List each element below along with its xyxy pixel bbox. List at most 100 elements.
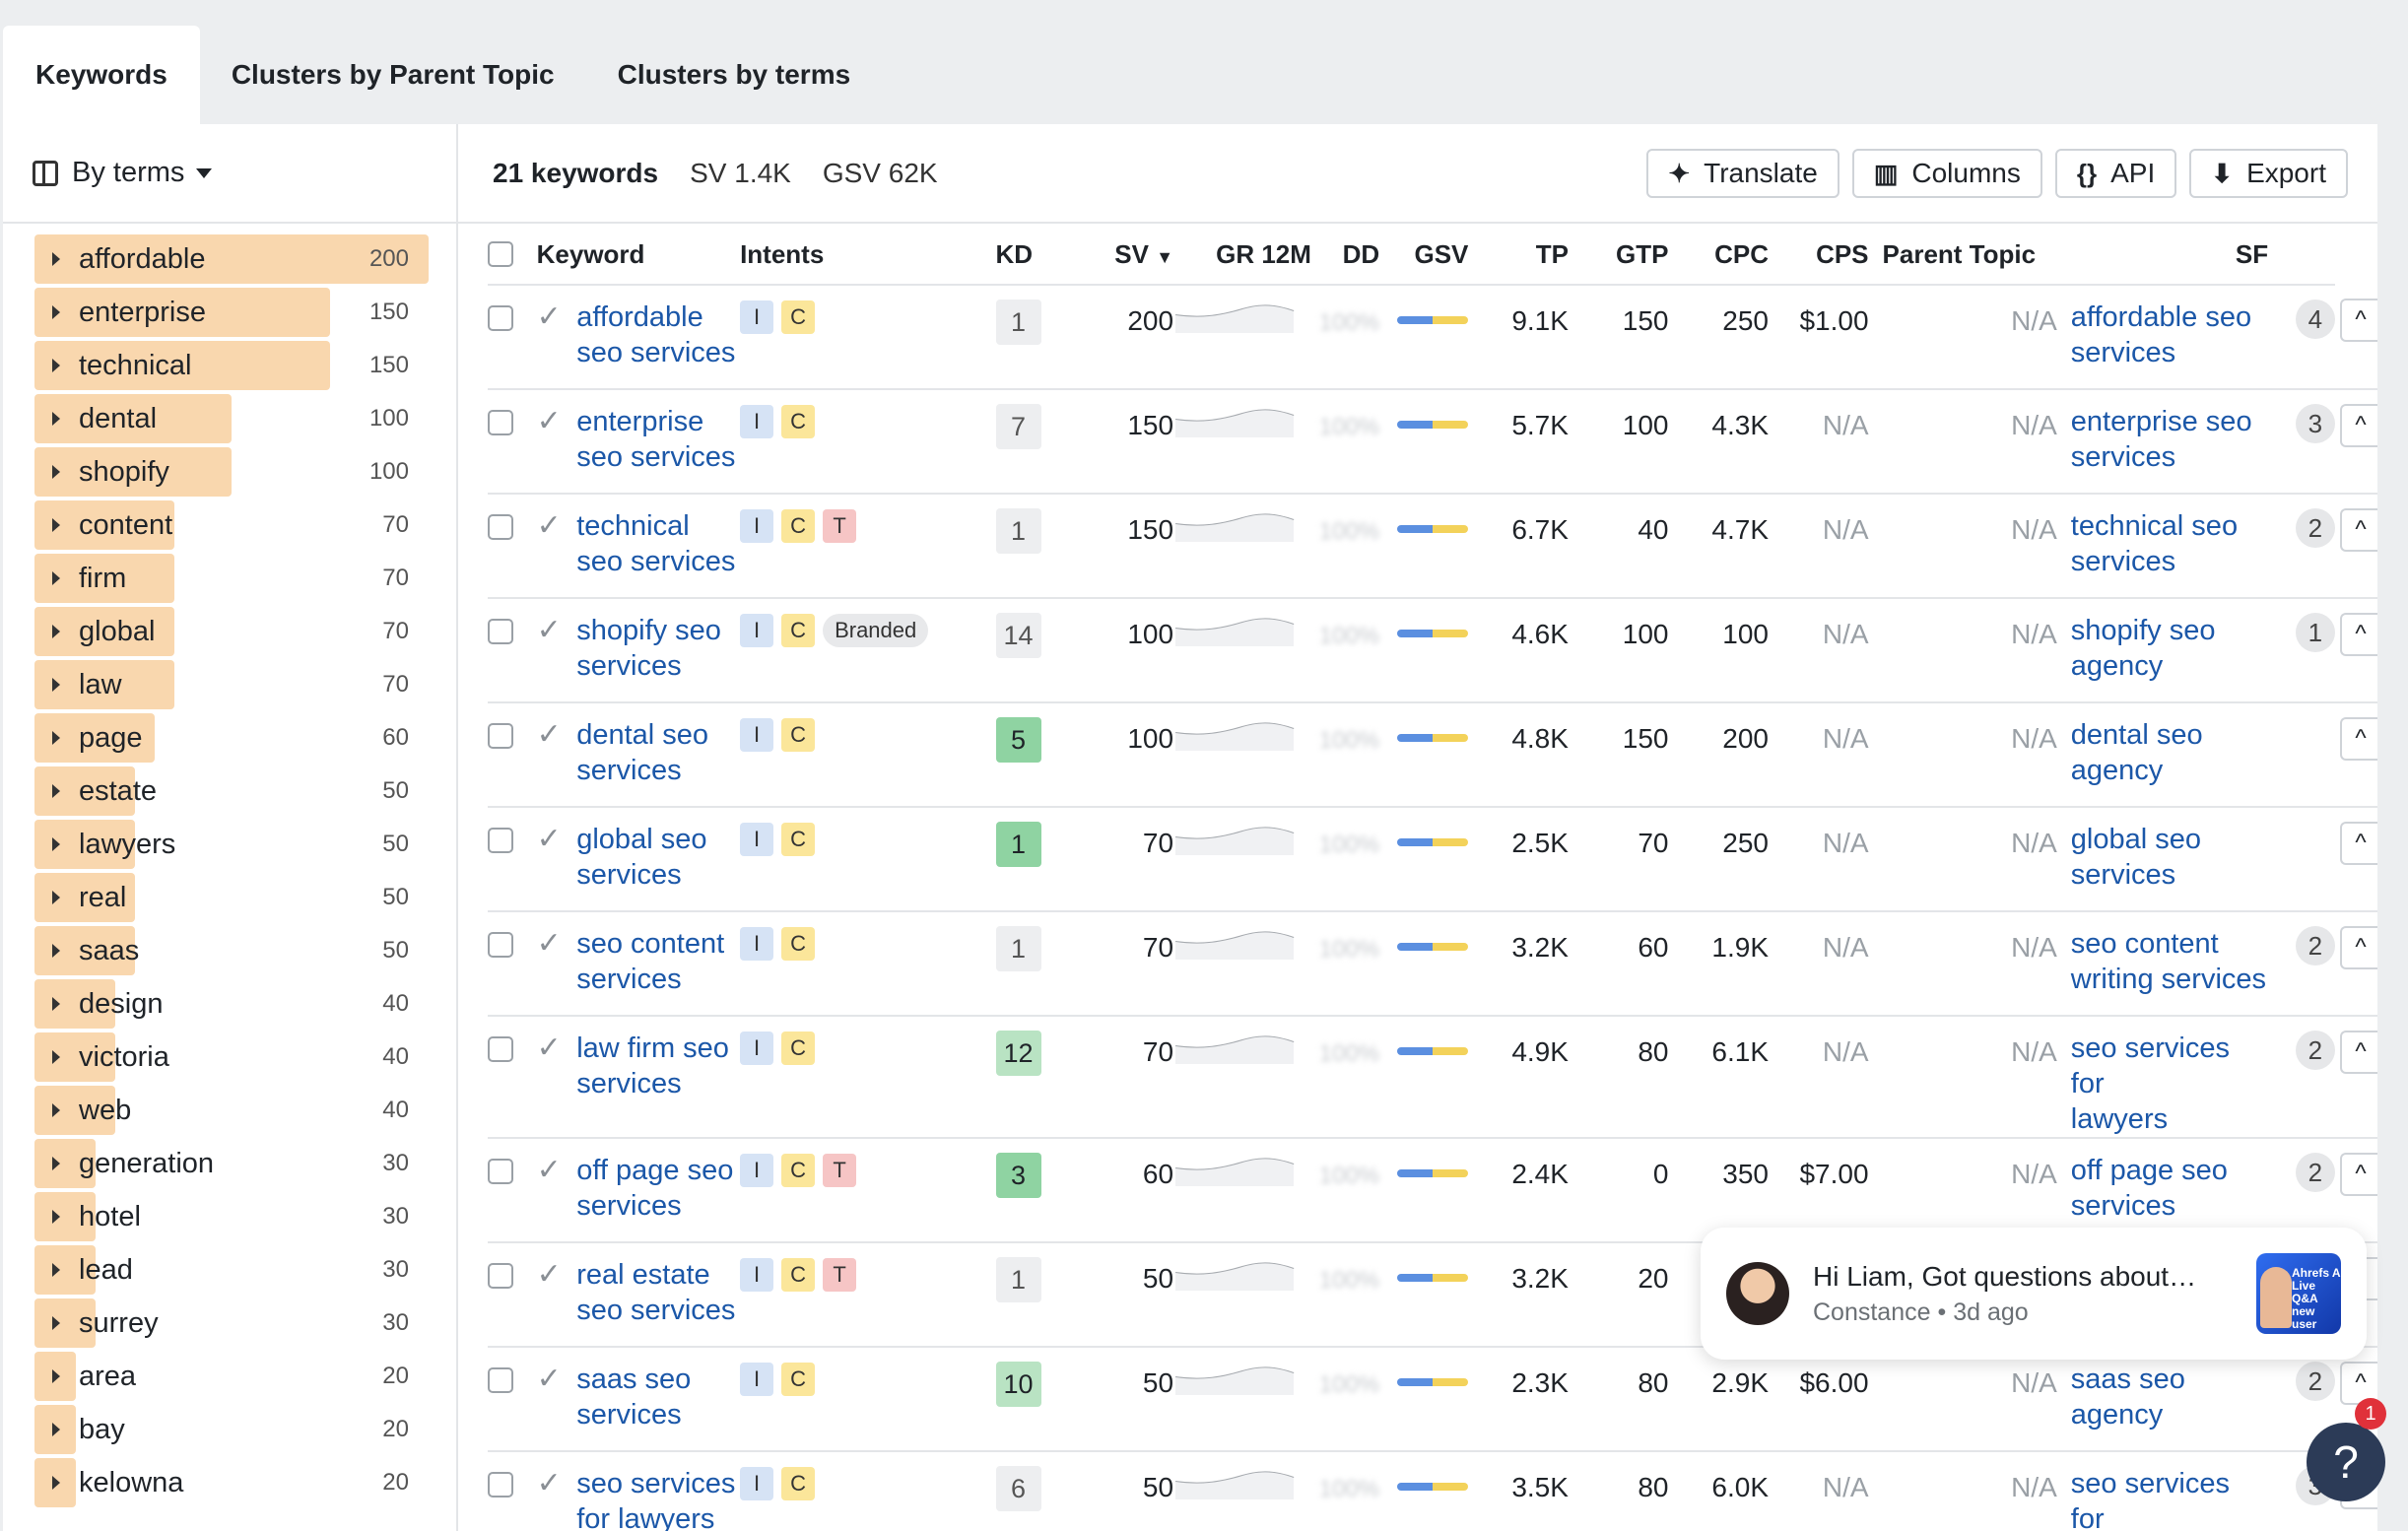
serp-features-badge[interactable]: 2 — [2295, 926, 2335, 965]
keyword-link-line2[interactable]: seo services — [576, 337, 736, 368]
expand-triangle-icon[interactable] — [52, 252, 60, 266]
expand-triangle-icon[interactable] — [52, 1316, 60, 1330]
parent-topic-link[interactable]: global seo — [2070, 824, 2202, 855]
row-checkbox[interactable] — [488, 1263, 513, 1289]
term-item-page[interactable]: page 60 — [3, 711, 456, 765]
parent-topic-link-line2[interactable]: services — [2070, 337, 2176, 368]
parent-topic-link[interactable]: enterprise seo — [2070, 406, 2252, 437]
parent-topic-link-line2[interactable]: lawyers — [2070, 1103, 2169, 1135]
term-item-enterprise[interactable]: enterprise 150 — [3, 286, 456, 339]
serp-features-badge[interactable]: 2 — [2295, 1362, 2335, 1401]
term-item-lead[interactable]: lead 30 — [3, 1243, 456, 1297]
term-item-victoria[interactable]: victoria 40 — [3, 1031, 456, 1084]
parent-topic-link-line2[interactable]: services — [2070, 1190, 2176, 1222]
chevron-up-icon[interactable]: ^ — [2340, 508, 2379, 552]
row-checkbox[interactable] — [488, 1472, 513, 1498]
keyword-link[interactable]: affordable — [576, 301, 703, 333]
term-item-area[interactable]: area 20 — [3, 1350, 456, 1403]
expand-triangle-icon[interactable] — [52, 997, 60, 1011]
chevron-up-icon[interactable]: ^ — [2340, 404, 2379, 447]
row-checkbox[interactable] — [488, 1159, 513, 1184]
expand-triangle-icon[interactable] — [52, 837, 60, 851]
term-item-design[interactable]: design 40 — [3, 977, 456, 1031]
term-item-web[interactable]: web 40 — [3, 1084, 456, 1137]
col-gtp[interactable]: GTP — [1568, 226, 1669, 286]
col-gr12m[interactable]: GR 12M — [1173, 226, 1311, 286]
keyword-link[interactable]: global seo — [576, 824, 707, 855]
keyword-link-line2[interactable]: seo services — [576, 546, 736, 577]
keyword-link-line2[interactable]: services — [576, 964, 682, 995]
expand-triangle-icon[interactable] — [52, 1157, 60, 1170]
col-cps[interactable]: CPS — [1769, 226, 1869, 286]
row-checkbox[interactable] — [488, 723, 513, 749]
chevron-up-icon[interactable]: ^ — [2340, 613, 2379, 656]
term-item-saas[interactable]: saas 50 — [3, 924, 456, 977]
term-item-surrey[interactable]: surrey 30 — [3, 1297, 456, 1350]
term-item-bay[interactable]: bay 20 — [3, 1403, 456, 1456]
expand-triangle-icon[interactable] — [52, 1423, 60, 1436]
keyword-link[interactable]: technical — [576, 510, 690, 542]
sidebar-toggle-icon[interactable] — [33, 160, 58, 186]
keyword-link[interactable]: shopify seo — [576, 615, 721, 646]
chevron-up-icon[interactable]: ^ — [2340, 1153, 2379, 1196]
col-keyword[interactable]: Keyword — [536, 226, 741, 286]
tab-keywords[interactable]: Keywords — [3, 26, 200, 124]
expand-triangle-icon[interactable] — [52, 731, 60, 745]
parent-topic-link-line2[interactable]: writing services — [2070, 964, 2267, 995]
chevron-up-icon[interactable]: ^ — [2340, 1031, 2379, 1074]
serp-features-badge[interactable]: 3 — [2295, 404, 2335, 443]
parent-topic-link[interactable]: seo content — [2070, 928, 2219, 960]
columns-button[interactable]: ▥ Columns — [1851, 149, 2042, 198]
serp-features-badge[interactable]: 4 — [2295, 300, 2335, 339]
row-checkbox[interactable] — [488, 1036, 513, 1062]
keyword-link[interactable]: seo services — [576, 1468, 736, 1499]
term-item-dental[interactable]: dental 100 — [3, 392, 456, 445]
expand-triangle-icon[interactable] — [52, 1369, 60, 1383]
api-button[interactable]: {} API — [2054, 149, 2177, 198]
parent-topic-link-line2[interactable]: services — [2070, 441, 2176, 473]
parent-topic-link[interactable]: seo services for — [2070, 1032, 2230, 1099]
expand-triangle-icon[interactable] — [52, 412, 60, 426]
keyword-link[interactable]: saas seo — [576, 1364, 692, 1395]
col-intents[interactable]: Intents — [740, 226, 996, 286]
keyword-link-line2[interactable]: seo services — [576, 441, 736, 473]
tab-clusters-parent-topic[interactable]: Clusters by Parent Topic — [231, 59, 555, 90]
expand-triangle-icon[interactable] — [52, 1050, 60, 1064]
chevron-up-icon[interactable]: ^ — [2340, 926, 2379, 969]
term-item-technical[interactable]: technical 150 — [3, 339, 456, 392]
col-sf[interactable]: SF — [2056, 226, 2269, 286]
row-checkbox[interactable] — [488, 932, 513, 958]
term-item-global[interactable]: global 70 — [3, 605, 456, 658]
expand-triangle-icon[interactable] — [52, 1103, 60, 1117]
parent-topic-link[interactable]: seo services for — [2070, 1468, 2230, 1531]
expand-triangle-icon[interactable] — [52, 359, 60, 372]
col-dd[interactable]: DD — [1310, 226, 1380, 286]
col-cpc[interactable]: CPC — [1668, 226, 1769, 286]
keyword-link-line2[interactable]: seo services — [576, 1295, 736, 1326]
expand-triangle-icon[interactable] — [52, 944, 60, 958]
serp-features-badge[interactable]: 2 — [2295, 1031, 2335, 1070]
chevron-up-icon[interactable]: ^ — [2340, 717, 2379, 761]
parent-topic-link[interactable]: saas seo agency — [2070, 1364, 2185, 1431]
keyword-link[interactable]: off page seo — [576, 1155, 734, 1186]
row-checkbox[interactable] — [488, 828, 513, 853]
parent-topic-link[interactable]: dental seo — [2070, 719, 2203, 751]
expand-triangle-icon[interactable] — [52, 305, 60, 319]
expand-triangle-icon[interactable] — [52, 784, 60, 798]
expand-triangle-icon[interactable] — [52, 1210, 60, 1224]
expand-triangle-icon[interactable] — [52, 891, 60, 904]
keyword-link-line2[interactable]: services — [576, 859, 682, 891]
keyword-link-line2[interactable]: services — [576, 650, 682, 682]
term-item-law[interactable]: law 70 — [3, 658, 456, 711]
expand-triangle-icon[interactable] — [52, 571, 60, 585]
col-kd[interactable]: KD — [995, 226, 1051, 286]
chevron-up-icon[interactable]: ^ — [2340, 822, 2379, 865]
expand-triangle-icon[interactable] — [52, 625, 60, 638]
help-button[interactable]: ? — [2307, 1423, 2385, 1501]
keyword-link[interactable]: enterprise — [576, 406, 704, 437]
term-item-real[interactable]: real 50 — [3, 871, 456, 924]
keyword-link-line2[interactable]: services — [576, 1068, 682, 1099]
keyword-link-line2[interactable]: for lawyers — [576, 1503, 715, 1531]
row-checkbox[interactable] — [488, 619, 513, 644]
term-item-hotel[interactable]: hotel 30 — [3, 1190, 456, 1243]
